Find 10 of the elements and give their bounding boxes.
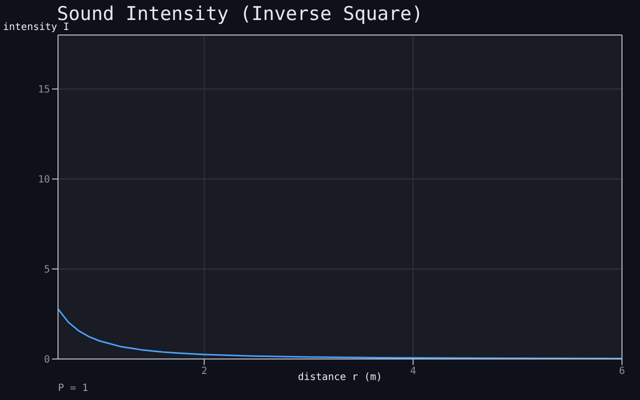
x-tick-label: 2 <box>201 366 208 378</box>
x-axis-title: distance r (m) <box>298 372 382 383</box>
y-axis-title: intensity I <box>3 22 70 33</box>
x-tick-label: 6 <box>618 366 626 378</box>
y-tick-label: 10 <box>38 174 50 186</box>
y-tick-label: 15 <box>38 84 50 96</box>
x-tick-label: 4 <box>410 366 416 378</box>
y-tick-label: 0 <box>44 354 50 366</box>
y-tick-label: 5 <box>44 264 50 276</box>
text: P = 1 <box>58 383 88 394</box>
